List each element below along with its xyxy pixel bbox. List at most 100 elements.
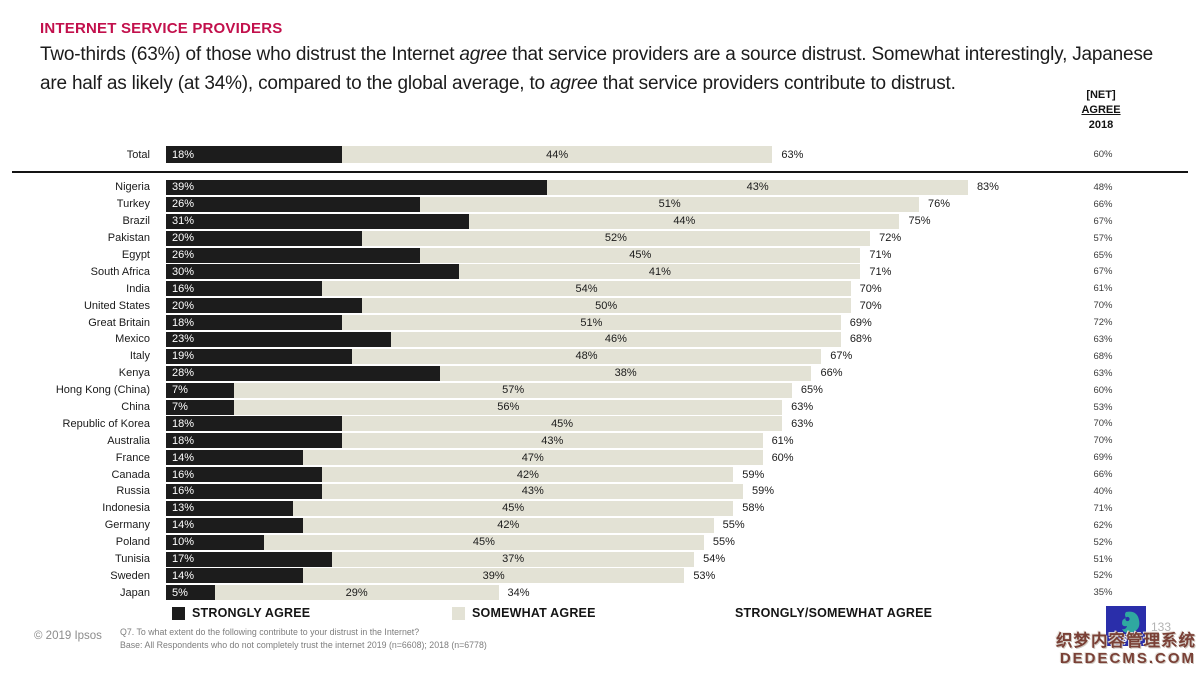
- net-2018-value: 63%: [1093, 367, 1113, 379]
- intro-paragraph: Two-thirds (63%) of those who distrust t…: [40, 41, 1168, 98]
- somewhat-agree-value: 45%: [502, 502, 525, 515]
- strongly-agree-bar: 39%: [166, 179, 548, 195]
- net-2018-value: 72%: [1093, 317, 1113, 329]
- total-agree-value: 59%: [752, 485, 775, 498]
- watermark-line2: DEDECMS.COM: [1059, 650, 1196, 667]
- strongly-agree-value: 14%: [172, 519, 195, 532]
- country-label: Brazil: [122, 215, 150, 228]
- net-header-line2: AGREE: [1081, 104, 1121, 116]
- table-row: Australia 18% 43% 61% 70%: [0, 432, 1200, 449]
- country-label: Kenya: [118, 367, 150, 380]
- copyright: © 2019 Ipsos: [34, 630, 102, 642]
- total-agree-value: 58%: [742, 502, 765, 515]
- somewhat-agree-bar: 54%: [322, 281, 851, 297]
- table-row: Germany 14% 42% 55% 62%: [0, 517, 1200, 534]
- bar-area: 23% 46% 68%: [158, 331, 1058, 348]
- total-agree-value: 70%: [859, 282, 882, 295]
- strongly-agree-value: 18%: [172, 434, 195, 447]
- intro-text: Two-thirds (63%) of those who distrust t…: [40, 44, 460, 65]
- table-row: Russia 16% 43% 59% 40%: [0, 483, 1200, 500]
- legend-label: SOMEWHAT AGREE: [472, 606, 596, 620]
- strongly-agree-value: 16%: [172, 468, 195, 481]
- bar-area: 13% 45% 58%: [158, 500, 1058, 517]
- table-row: Kenya 28% 38% 66% 63%: [0, 365, 1200, 382]
- strongly-agree-bar: 18%: [166, 416, 343, 432]
- bar-area: 39% 43% 83%: [158, 179, 1058, 196]
- total-agree-value: 59%: [742, 468, 765, 481]
- total-agree-value: 68%: [849, 333, 872, 346]
- country-label: China: [121, 401, 150, 414]
- bar-area: 14% 42% 55%: [158, 517, 1058, 534]
- total-agree-value: 71%: [869, 265, 892, 278]
- country-label: Russia: [116, 485, 150, 498]
- divider-line: [12, 171, 1188, 173]
- intro-text: that service providers contribute to dis…: [597, 72, 956, 94]
- bar-area: 18% 44% 63%: [158, 145, 1058, 164]
- strongly-agree-value: 31%: [172, 215, 195, 228]
- total-agree-value: 55%: [722, 519, 745, 532]
- somewhat-agree-bar: 45%: [293, 500, 734, 516]
- table-row: Turkey 26% 51% 76% 66%: [0, 196, 1200, 213]
- somewhat-agree-value: 45%: [629, 249, 652, 261]
- somewhat-agree-value: 41%: [648, 265, 671, 278]
- total-agree-value: 67%: [830, 350, 853, 363]
- somewhat-agree-value: 50%: [595, 299, 618, 312]
- net-2018-value: 63%: [1093, 333, 1113, 345]
- bar-area: 10% 45% 55%: [158, 534, 1058, 551]
- watermark: 织梦内容管理系统 DEDECMS.COM: [1056, 633, 1196, 668]
- net-2018-value: 68%: [1093, 350, 1113, 362]
- somewhat-agree-bar: 41%: [459, 264, 861, 280]
- bar-area: 7% 56% 63%: [158, 399, 1058, 416]
- total-agree-value: 60%: [771, 451, 794, 464]
- somewhat-agree-value: 51%: [658, 198, 681, 211]
- net-2018-value: 53%: [1093, 401, 1113, 413]
- country-label: United States: [83, 299, 150, 312]
- strongly-agree-value: 14%: [172, 451, 195, 464]
- country-label: Egypt: [121, 249, 150, 261]
- strongly-agree-bar: 7%: [166, 399, 235, 415]
- net-2018-value: 65%: [1093, 249, 1113, 261]
- footnote-base: Base: All Respondents who do not complet…: [120, 640, 487, 650]
- country-label: Poland: [115, 536, 150, 549]
- strongly-agree-value: 7%: [172, 384, 188, 397]
- country-label: France: [115, 451, 150, 464]
- net-2018-value: 67%: [1093, 266, 1113, 278]
- country-label: Canada: [111, 468, 150, 481]
- somewhat-agree-bar: 47%: [302, 450, 763, 466]
- total-agree-value: 63%: [791, 417, 814, 430]
- strongly-agree-value: 7%: [172, 401, 188, 414]
- footnote: Q7. To what extent do the following cont…: [120, 626, 487, 652]
- somewhat-agree-bar: 43%: [342, 433, 763, 449]
- net-2018-value: 60%: [1093, 149, 1113, 160]
- strongly-agree-value: 18%: [172, 148, 195, 161]
- page-title: INTERNET SERVICE PROVIDERS: [40, 20, 283, 37]
- somewhat-agree-value: 42%: [497, 519, 520, 532]
- somewhat-agree-value: 38%: [614, 367, 637, 380]
- somewhat-agree-value: 37%: [502, 553, 525, 566]
- somewhat-agree-value: 44%: [673, 215, 696, 228]
- table-row: Pakistan 20% 52% 72% 57%: [0, 230, 1200, 247]
- net-2018-value: 69%: [1093, 452, 1113, 464]
- table-row: Egypt 26% 45% 71% 65%: [0, 247, 1200, 264]
- total-agree-value: 53%: [693, 569, 716, 582]
- bar-area: 28% 38% 66%: [158, 365, 1058, 382]
- total-agree-value: 63%: [791, 401, 814, 414]
- net-header-line1: [NET]: [1086, 89, 1116, 101]
- ipsos-logo-text: Ipsos: [1112, 633, 1141, 645]
- strongly-agree-bar: 20%: [166, 298, 362, 314]
- strongly-agree-value: 16%: [172, 282, 195, 295]
- strongly-agree-value: 26%: [172, 198, 195, 211]
- bar-area: 14% 39% 53%: [158, 567, 1058, 584]
- table-row: Indonesia 13% 45% 58% 71%: [0, 500, 1200, 517]
- net-agree-2018-header: [NET] AGREE 2018: [1058, 88, 1144, 133]
- total-row: Total 18% 44% 63% 60%: [0, 145, 1200, 164]
- total-agree-value: 66%: [820, 367, 843, 380]
- country-rows: Nigeria 39% 43% 83% 48% Turkey 26% 51% 76% 66% Bra…: [0, 179, 1200, 601]
- table-row: Hong Kong (China) 7% 57% 65% 60%: [0, 382, 1200, 399]
- ipsos-logo-icon: Ipsos: [1106, 606, 1146, 646]
- net-2018-value: 35%: [1093, 587, 1113, 599]
- country-label: Australia: [107, 434, 150, 447]
- table-row: Mexico 23% 46% 68% 63%: [0, 331, 1200, 348]
- country-label: Turkey: [116, 198, 150, 211]
- somewhat-agree-value: 44%: [546, 148, 569, 161]
